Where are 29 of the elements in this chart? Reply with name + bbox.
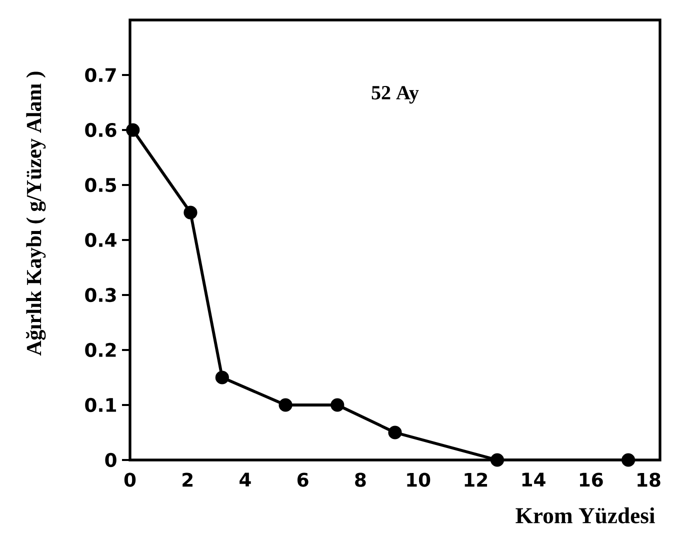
x-tick-label: 12	[464, 472, 488, 487]
x-tick-label: 0	[124, 472, 136, 487]
point	[126, 123, 140, 137]
point	[388, 426, 402, 440]
point	[622, 453, 636, 467]
x-tick-label: 4	[240, 472, 251, 486]
x-axis-title: Krom Yüzdesi	[516, 507, 655, 524]
x-tick-label: 10	[407, 472, 430, 487]
y-tick-label: 0.5	[85, 178, 116, 192]
y-tick-label: 0.7	[85, 68, 116, 82]
x-tick-label: 18	[638, 472, 660, 487]
y-tick-label: 0	[105, 452, 116, 468]
x-tick-label: 6	[297, 472, 308, 487]
point	[184, 206, 198, 220]
point	[330, 398, 344, 412]
annotation: 52 Ay	[372, 86, 419, 104]
x-tick-label: 14	[522, 472, 546, 486]
y-tick-label: 0.6	[85, 122, 116, 138]
point	[490, 453, 504, 467]
y-tick-label: 0.1	[85, 398, 116, 412]
y-axis-title: Ağırlık Kaybı ( g/Yüzey Alanı )	[26, 72, 46, 356]
x-tick-label: 16	[580, 472, 603, 487]
point	[278, 398, 292, 412]
x-tick-label: 2	[182, 472, 192, 487]
y-tick-label: 0.3	[85, 288, 116, 302]
point	[215, 370, 229, 384]
y-tick-label: 0.4	[85, 232, 116, 248]
y-tick-label: 0.2	[85, 342, 116, 358]
x-tick-label: 8	[355, 472, 366, 487]
